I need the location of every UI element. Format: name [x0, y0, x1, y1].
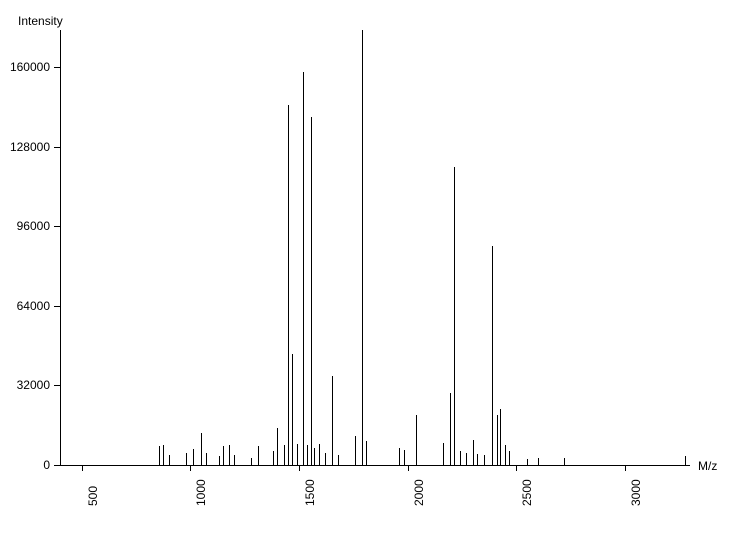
spectrum-peak	[319, 444, 320, 465]
mass-spectrum-chart: Intensity M/z 0 32000 64000 96000 128000 1600…	[0, 0, 750, 540]
spectrum-peak	[500, 409, 501, 465]
spectrum-peak	[288, 105, 289, 465]
x-tick-label: 2500	[520, 479, 534, 506]
spectrum-peak	[325, 453, 326, 465]
x-tick	[516, 465, 517, 471]
x-axis	[60, 465, 690, 466]
spectrum-peak	[505, 445, 506, 465]
y-axis	[60, 30, 61, 465]
spectrum-peak	[219, 456, 220, 465]
spectrum-peak	[229, 445, 230, 465]
x-axis-label: M/z	[698, 459, 717, 473]
spectrum-peak	[509, 451, 510, 465]
y-tick	[54, 465, 60, 466]
x-tick-label: 500	[86, 486, 100, 506]
y-tick	[54, 385, 60, 386]
spectrum-peak	[564, 458, 565, 465]
y-tick-label: 96000	[0, 219, 50, 233]
x-tick-label: 3000	[629, 479, 643, 506]
spectrum-peak	[251, 458, 252, 465]
x-tick	[190, 465, 191, 471]
spectrum-peak	[404, 450, 405, 465]
y-tick	[54, 226, 60, 227]
spectrum-peak	[163, 445, 164, 465]
spectrum-peak	[492, 246, 493, 465]
x-tick-label: 2000	[412, 479, 426, 506]
spectrum-peak	[169, 455, 170, 465]
spectrum-peak	[450, 393, 451, 465]
y-tick-label: 32000	[0, 378, 50, 392]
spectrum-peak	[193, 449, 194, 465]
spectrum-peak	[473, 440, 474, 465]
y-tick-label: 0	[0, 458, 50, 472]
spectrum-peak	[366, 441, 367, 465]
spectrum-peak	[307, 445, 308, 465]
spectrum-peak	[303, 72, 304, 465]
spectrum-peak	[355, 436, 356, 465]
spectrum-peak	[454, 167, 455, 465]
spectrum-peak	[258, 446, 259, 465]
spectrum-peak	[399, 448, 400, 465]
spectrum-peak	[311, 117, 312, 465]
spectrum-peak	[416, 415, 417, 465]
spectrum-peak	[477, 454, 478, 465]
spectrum-peak	[186, 453, 187, 465]
spectrum-peak	[234, 455, 235, 465]
y-tick	[54, 67, 60, 68]
spectrum-peak	[206, 453, 207, 465]
y-tick-label: 128000	[0, 140, 50, 154]
spectrum-peak	[466, 453, 467, 465]
spectrum-peak	[362, 30, 363, 465]
spectrum-peak	[484, 455, 485, 465]
plot-area	[60, 30, 690, 465]
spectrum-peak	[223, 446, 224, 465]
spectrum-peak	[332, 376, 333, 465]
x-tick-label: 1500	[303, 479, 317, 506]
spectrum-peak	[338, 455, 339, 465]
spectrum-peak	[314, 448, 315, 465]
x-tick	[625, 465, 626, 471]
spectrum-peak	[292, 354, 293, 465]
spectrum-peak	[159, 446, 160, 465]
y-axis-label: Intensity	[18, 14, 63, 28]
spectrum-peak	[277, 428, 278, 465]
spectrum-peak	[443, 443, 444, 465]
y-tick	[54, 306, 60, 307]
x-tick	[82, 465, 83, 471]
y-tick	[54, 147, 60, 148]
x-tick	[408, 465, 409, 471]
spectrum-peak	[273, 451, 274, 465]
spectrum-peak	[497, 415, 498, 465]
spectrum-peak	[538, 458, 539, 465]
y-tick-label: 160000	[0, 60, 50, 74]
spectrum-peak	[201, 433, 202, 465]
x-tick	[299, 465, 300, 471]
spectrum-peak	[284, 445, 285, 465]
y-tick-label: 64000	[0, 299, 50, 313]
x-tick-label: 1000	[194, 479, 208, 506]
spectrum-peak	[297, 444, 298, 465]
spectrum-peak	[460, 451, 461, 465]
spectrum-peak	[685, 456, 686, 465]
